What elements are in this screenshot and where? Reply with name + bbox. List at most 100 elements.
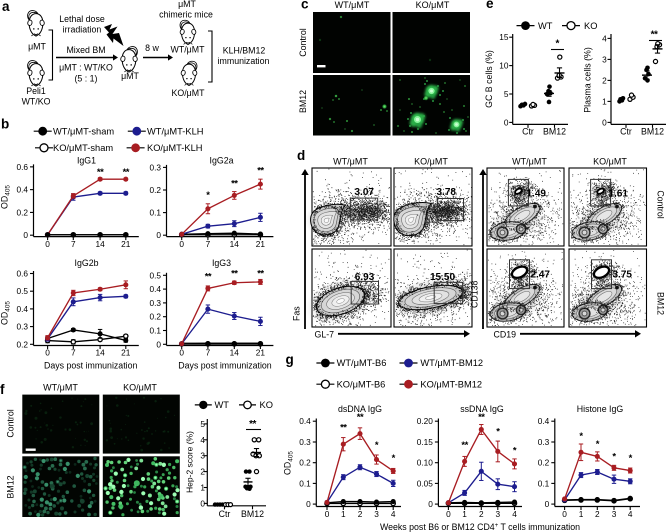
svg-text:0: 0 (179, 239, 184, 249)
svg-text:g: g (286, 352, 294, 367)
svg-text:OD405: OD405 (0, 301, 12, 325)
svg-text:**: ** (651, 30, 658, 41)
svg-text:CD19: CD19 (494, 330, 517, 340)
svg-text:0: 0 (504, 117, 509, 127)
svg-text:0.20: 0.20 (417, 416, 434, 426)
svg-text:3: 3 (374, 509, 379, 519)
svg-text:0.2: 0.2 (16, 339, 28, 349)
svg-text:0.15: 0.15 (417, 437, 434, 447)
svg-text:0: 0 (156, 339, 161, 349)
svg-text:KO/μMT: KO/μMT (123, 383, 157, 393)
svg-text:0.3: 0.3 (299, 437, 311, 447)
svg-text:0: 0 (562, 509, 567, 519)
svg-text:0: 0 (45, 348, 50, 358)
svg-text:2: 2 (595, 509, 600, 519)
svg-text:Control: Control (6, 409, 16, 437)
svg-text:**: ** (97, 167, 104, 178)
svg-text:2.47: 2.47 (531, 270, 551, 281)
svg-text:**: ** (340, 423, 347, 434)
svg-text:immunization: immunization (218, 56, 270, 66)
svg-text:0: 0 (156, 230, 161, 240)
svg-text:Mixed BM: Mixed BM (66, 45, 105, 55)
svg-text:Peli1: Peli1 (26, 86, 46, 96)
svg-text:0.10: 0.10 (417, 458, 434, 468)
svg-text:0: 0 (545, 499, 550, 509)
svg-text:0: 0 (325, 509, 330, 519)
svg-text:**: ** (249, 419, 256, 430)
svg-text:μMT: μMT (178, 0, 196, 9)
svg-text:BM12: BM12 (298, 90, 308, 113)
svg-text:8 w: 8 w (145, 43, 159, 53)
svg-text:1: 1 (602, 96, 607, 106)
svg-text:WT/μMT-sham: WT/μMT-sham (53, 126, 114, 136)
svg-text:3: 3 (200, 451, 205, 461)
svg-text:dsDNA IgG: dsDNA IgG (338, 404, 382, 414)
svg-text:0.5: 0.5 (149, 270, 161, 280)
svg-text:b: b (1, 117, 9, 132)
svg-text:0: 0 (179, 348, 184, 358)
svg-text:2: 2 (200, 467, 205, 477)
svg-text:**: ** (257, 166, 264, 177)
svg-text:KO/μMT-BM12: KO/μMT-BM12 (420, 379, 482, 389)
svg-text:4: 4 (200, 435, 205, 445)
svg-text:4: 4 (628, 509, 633, 519)
svg-text:**: ** (461, 440, 468, 451)
svg-text:ssDNA IgG: ssDNA IgG (460, 404, 504, 414)
svg-text:21: 21 (121, 348, 131, 358)
svg-text:0: 0 (23, 230, 28, 240)
svg-text:BM12: BM12 (641, 127, 664, 137)
svg-text:*: * (375, 440, 379, 451)
svg-text:*: * (513, 446, 517, 457)
svg-text:0: 0 (200, 498, 205, 508)
svg-text:a: a (2, 0, 10, 14)
svg-text:Days post immunization: Days post immunization (178, 361, 271, 371)
svg-text:0.1: 0.1 (299, 478, 311, 488)
svg-text:KO/μMT-B6: KO/μMT-B6 (337, 379, 386, 389)
svg-text:KO/μMT: KO/μMT (593, 157, 627, 167)
svg-text:Ctr: Ctr (522, 127, 534, 137)
svg-text:Ctr: Ctr (219, 509, 231, 519)
svg-text:0.5: 0.5 (16, 286, 28, 296)
svg-text:3: 3 (495, 509, 500, 519)
svg-text:15: 15 (499, 32, 509, 42)
svg-text:3: 3 (602, 54, 607, 64)
svg-text:**: ** (257, 268, 264, 279)
svg-text:d: d (297, 148, 305, 163)
svg-text:Hep-2 score (%): Hep-2 score (%) (185, 431, 195, 493)
svg-text:BM12: BM12 (543, 127, 566, 137)
svg-text:OD405: OD405 (0, 185, 12, 209)
svg-text:0.05: 0.05 (417, 478, 434, 488)
svg-text:Fas: Fas (292, 306, 302, 321)
svg-text:Control: Control (298, 28, 308, 56)
svg-text:6.93: 6.93 (355, 272, 375, 283)
svg-text:KLH/BM12: KLH/BM12 (223, 46, 266, 56)
svg-text:14: 14 (230, 348, 240, 358)
svg-text:4: 4 (391, 509, 396, 519)
svg-text:1: 1 (579, 509, 584, 519)
svg-text:GC B cells (%): GC B cells (%) (484, 50, 494, 108)
svg-text:7: 7 (71, 348, 76, 358)
svg-text:KO: KO (260, 400, 273, 410)
svg-text:Histone IgG: Histone IgG (577, 404, 624, 414)
svg-text:WT/μMT: WT/μMT (512, 157, 547, 167)
svg-text:0: 0 (45, 239, 50, 249)
svg-text:21: 21 (256, 239, 266, 249)
svg-text:*: * (392, 453, 396, 464)
svg-text:*: * (612, 452, 616, 463)
svg-text:14: 14 (95, 239, 105, 249)
svg-text:**: ** (231, 268, 238, 279)
svg-text:Ctr: Ctr (620, 127, 632, 137)
svg-text:WT: WT (215, 400, 230, 410)
svg-text:0.4: 0.4 (16, 185, 28, 195)
svg-text:0.4: 0.4 (538, 416, 550, 426)
svg-text:Control: Control (656, 190, 666, 218)
svg-text:1.61: 1.61 (609, 189, 629, 200)
svg-text:3.75: 3.75 (613, 270, 633, 281)
svg-text:KO/μMT: KO/μMT (414, 157, 448, 167)
svg-text:0.2: 0.2 (149, 185, 161, 195)
svg-text:0.4: 0.4 (299, 416, 311, 426)
svg-text:0.4: 0.4 (16, 304, 28, 314)
svg-text:1: 1 (462, 509, 467, 519)
svg-text:2: 2 (358, 509, 363, 519)
svg-text:1: 1 (200, 483, 205, 493)
